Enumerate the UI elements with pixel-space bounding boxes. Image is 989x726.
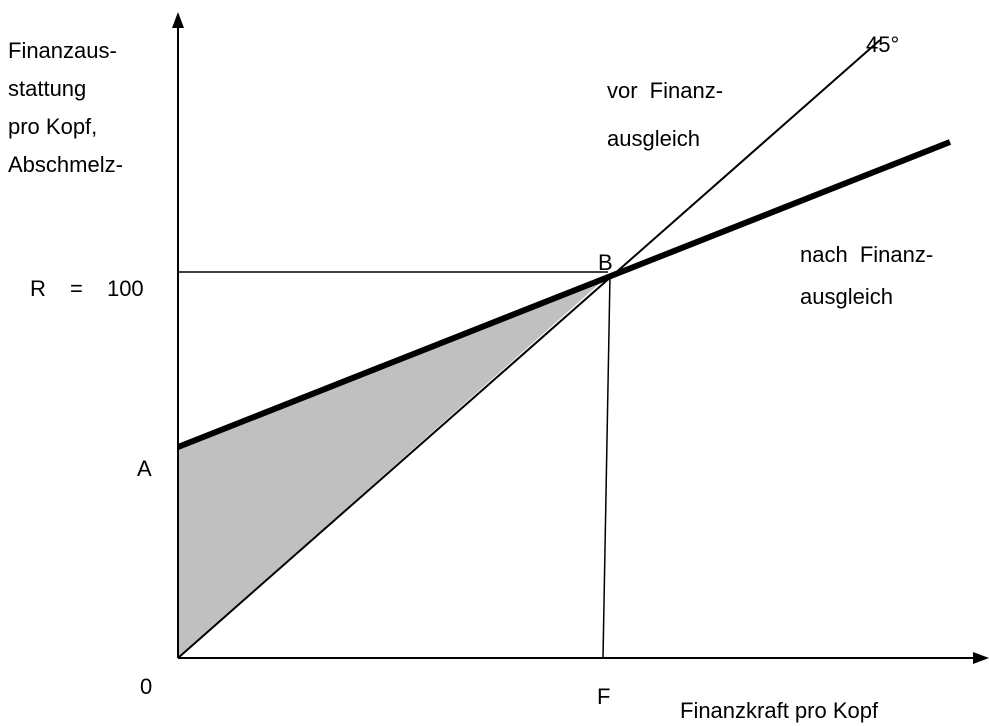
y-label: Finanzaus- [8, 38, 117, 63]
line-after [176, 139, 952, 450]
reference-label: R = 100 [30, 276, 144, 301]
y-arrow [172, 12, 184, 28]
drop-line [602, 275, 611, 659]
line-45 [177, 39, 881, 659]
line-label: ausgleich [607, 126, 700, 151]
point-label: 0 [140, 674, 152, 699]
x-arrow [973, 652, 989, 664]
line-label: nach Finanz- [800, 242, 933, 267]
angle-label: 45° [866, 32, 899, 57]
point-label: A [137, 456, 152, 481]
y-label: pro Kopf, [8, 114, 97, 139]
x-label: Finanzkraft pro Kopf [680, 698, 879, 723]
y-label: stattung [8, 76, 86, 101]
line-label: vor Finanz- [607, 78, 723, 103]
point-label: F [597, 684, 610, 709]
line-label: ausgleich [800, 284, 893, 309]
y-label: Abschmelz- [8, 152, 123, 177]
point-label: B [598, 250, 613, 275]
